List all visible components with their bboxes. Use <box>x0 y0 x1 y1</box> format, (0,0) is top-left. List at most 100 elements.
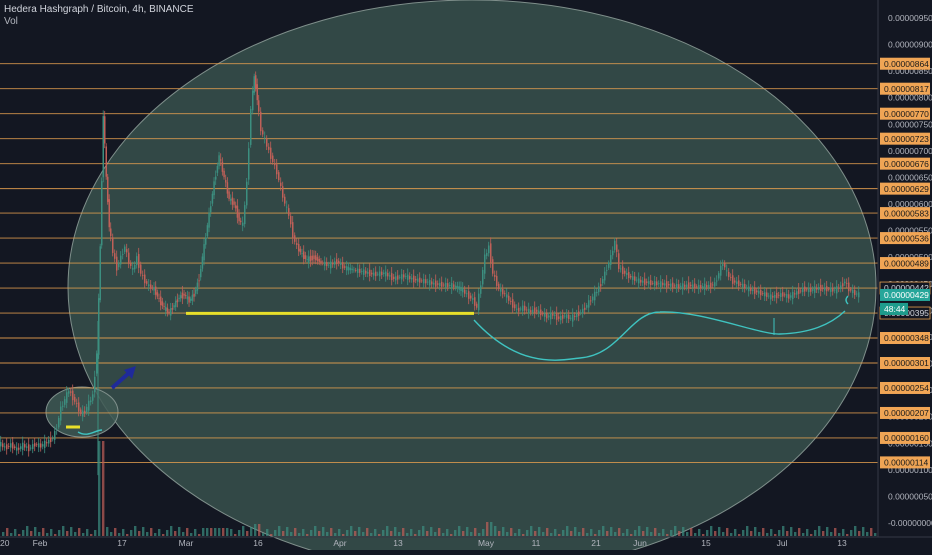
volume-bar <box>558 534 561 536</box>
candle-body <box>387 272 389 277</box>
volume-bar <box>658 533 661 536</box>
volume-bar <box>282 531 285 536</box>
candle-body <box>361 271 363 272</box>
volume-bar <box>726 528 729 536</box>
candle-body <box>778 294 780 296</box>
candle-body <box>12 442 14 449</box>
candle-body <box>642 280 644 283</box>
cup-curve[interactable] <box>473 310 846 361</box>
candle-body <box>462 288 464 293</box>
volume-bar <box>510 528 513 536</box>
candle-body <box>528 308 530 314</box>
candle-body <box>638 278 640 284</box>
volume-bar <box>474 528 477 536</box>
volume-bar <box>18 534 21 536</box>
candle-body <box>181 292 184 299</box>
volume-bar <box>534 531 537 536</box>
time-tick-label: 13 <box>837 538 847 548</box>
level-label-box[interactable] <box>880 182 930 195</box>
volume-bar <box>306 534 309 536</box>
arrow-line[interactable] <box>110 370 132 390</box>
candle-body <box>808 287 810 293</box>
volume-bar <box>114 528 117 536</box>
volume-bar <box>522 534 525 536</box>
candle-body <box>322 262 324 264</box>
candle-body <box>790 295 792 298</box>
volume-bar <box>54 534 57 536</box>
current-price-box[interactable] <box>880 288 930 301</box>
level-label-box[interactable] <box>880 207 930 220</box>
candle-body <box>788 294 790 299</box>
candle-body <box>417 278 419 282</box>
level-label-box[interactable] <box>880 232 930 245</box>
candle-body <box>0 442 2 447</box>
candle-body <box>492 259 494 274</box>
time-tick-label: 21 <box>591 538 601 548</box>
volume-bar <box>202 528 205 536</box>
level-label-box[interactable] <box>880 332 930 345</box>
candle-body <box>336 259 338 265</box>
candle-body <box>816 287 818 290</box>
candle-body <box>836 286 838 294</box>
candle-body <box>828 289 830 290</box>
level-label-box[interactable] <box>880 157 930 170</box>
volume-bar <box>606 531 609 536</box>
candle-body <box>640 279 642 283</box>
candle-body <box>734 280 736 283</box>
level-label-box[interactable] <box>880 107 930 120</box>
volume-bar <box>162 534 165 536</box>
candle-body <box>191 294 194 301</box>
volume-bar <box>738 534 741 536</box>
volume-bar <box>574 527 577 536</box>
candle-body <box>250 108 252 145</box>
level-label-box[interactable] <box>880 381 930 394</box>
candle-body <box>407 274 409 280</box>
candle-body <box>712 284 714 286</box>
small-cup-curve[interactable] <box>77 429 103 435</box>
volume-bar <box>806 529 809 536</box>
volume-bar <box>634 530 637 536</box>
candle-body <box>308 256 310 264</box>
candle-body <box>299 248 302 253</box>
volume-bar <box>478 533 481 536</box>
candle-body <box>92 394 94 401</box>
volume-bar <box>206 528 209 536</box>
candle-body <box>86 406 88 413</box>
level-label-box[interactable] <box>880 82 930 95</box>
level-label-box[interactable] <box>880 57 930 70</box>
volume-bar <box>302 529 305 536</box>
level-label: 0.00000770 <box>884 109 929 119</box>
candle-body <box>624 270 626 274</box>
level-label-box[interactable] <box>880 406 930 419</box>
candle-body <box>840 285 842 289</box>
candle-body <box>6 444 8 450</box>
candle-body <box>112 237 114 253</box>
volume-bar <box>422 526 425 536</box>
candle-body <box>158 297 160 299</box>
candle-body <box>42 444 44 447</box>
volume-bar <box>318 531 321 536</box>
candle-body <box>238 213 240 222</box>
candle-body <box>480 285 482 294</box>
candle-body <box>262 130 264 135</box>
candle-body <box>211 193 214 204</box>
candle-body <box>522 305 524 312</box>
level-label-box[interactable] <box>880 132 930 145</box>
volume-bar <box>638 526 641 536</box>
volume-bar <box>818 526 821 536</box>
price-tick-label: 0.00000800 <box>888 93 932 103</box>
candle-body <box>290 215 292 225</box>
candle-body <box>122 254 124 255</box>
candle-body <box>198 280 200 282</box>
level-label-box[interactable] <box>880 356 930 369</box>
candle-body <box>772 295 774 298</box>
symbol-title[interactable]: Hedera Hashgraph / Bitcoin, 4h, BINANCE <box>4 4 194 15</box>
candle-body <box>153 287 155 291</box>
candle-body <box>542 313 544 315</box>
level-label-box[interactable] <box>880 456 930 469</box>
level-label-box[interactable] <box>880 431 930 444</box>
candle-body <box>318 258 320 262</box>
level-label-box[interactable] <box>880 257 930 270</box>
